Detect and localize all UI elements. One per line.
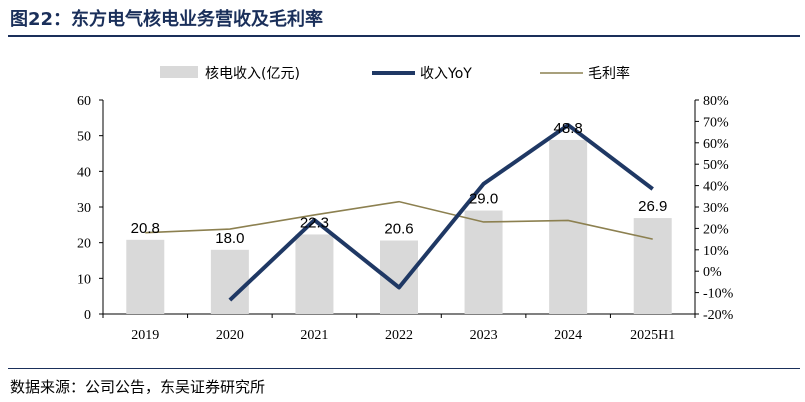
- bar-data-label: 22.3: [300, 214, 329, 231]
- x-tick-label: 2020: [216, 328, 244, 343]
- right-tick-label: 10%: [703, 244, 729, 259]
- bar-data-label: 48.8: [554, 120, 583, 137]
- legend-swatch-revenue: [160, 66, 198, 78]
- left-tick-label: 50: [77, 130, 91, 145]
- gross-margin-line: [145, 200, 653, 240]
- right-tick-label: 60%: [703, 137, 729, 152]
- left-tick-label: 30: [77, 201, 91, 216]
- revenue-bar: [464, 210, 503, 314]
- right-tick-label: -20%: [703, 308, 734, 323]
- bar-data-label: 20.6: [384, 221, 413, 238]
- revenue-bar: [210, 249, 249, 314]
- bar-data-label: 29.0: [469, 191, 498, 208]
- x-tick-label: 2022: [385, 328, 413, 343]
- revenue-bar: [295, 234, 334, 314]
- right-tick-label: -10%: [703, 287, 734, 302]
- right-tick-label: 20%: [703, 222, 729, 237]
- legend-label-margin: 毛利率: [588, 65, 630, 82]
- x-tick-label: 2019: [131, 328, 159, 343]
- legend-label-revenue: 核电收入(亿元): [205, 66, 300, 82]
- figure-title: 图22：东方电气核电业务营收及毛利率: [10, 9, 324, 30]
- title-rule: [8, 35, 800, 37]
- bar-data-label: 20.8: [131, 220, 160, 237]
- right-tick-label: 40%: [703, 180, 729, 195]
- footer-rule: [8, 368, 800, 369]
- right-tick-label: 80%: [703, 94, 729, 109]
- x-tick-label: 2023: [470, 328, 498, 343]
- revenue-bar: [549, 139, 588, 314]
- source-note: 数据来源：公司公告，东吴证券研究所: [10, 378, 266, 396]
- revenue-bar: [633, 218, 672, 314]
- right-tick-label: 0%: [703, 265, 722, 280]
- revenue-yoy-line: [228, 123, 654, 302]
- legend-label-yoy: 收入YoY: [420, 66, 472, 82]
- left-tick-label: 40: [77, 165, 91, 180]
- x-tick-label: 2024: [554, 328, 582, 343]
- bar-data-label: 18.0: [215, 230, 244, 247]
- right-tick-label: 70%: [703, 115, 729, 130]
- left-tick-label: 60: [77, 94, 91, 109]
- left-tick-label: 0: [84, 308, 91, 323]
- bar-data-label: 26.9: [638, 198, 667, 215]
- revenue-bar: [126, 239, 165, 314]
- x-tick-label: 2025H1: [630, 328, 675, 343]
- x-tick-label: 2021: [300, 328, 328, 343]
- left-tick-label: 10: [77, 272, 91, 287]
- left-tick-label: 20: [77, 237, 91, 252]
- right-tick-label: 30%: [703, 201, 729, 216]
- right-tick-label: 50%: [703, 158, 729, 173]
